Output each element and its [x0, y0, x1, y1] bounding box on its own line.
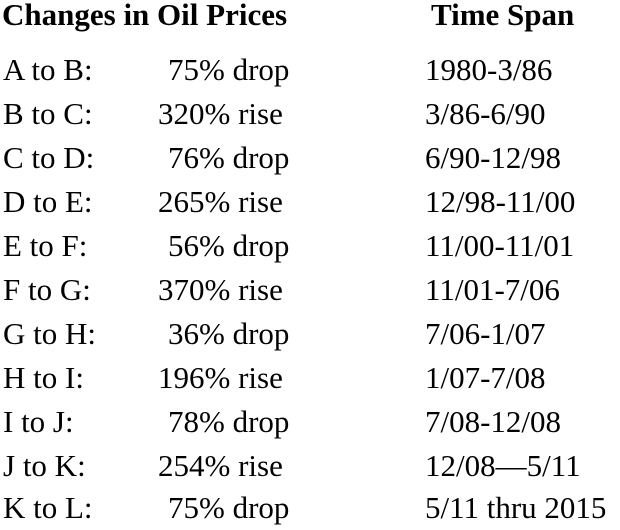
- price-change: 265% rise: [158, 184, 283, 219]
- time-span: 1980-3/86: [425, 52, 553, 87]
- segment-label: C to D:: [3, 140, 95, 175]
- segment-label: J to K:: [3, 448, 86, 483]
- price-change: 36% drop: [168, 316, 290, 351]
- time-span: 12/08—5/11: [425, 448, 581, 483]
- time-span: 11/01-7/06: [425, 272, 560, 307]
- segment-label: E to F:: [3, 228, 88, 263]
- segment-label: F to G:: [3, 272, 91, 307]
- table-row: G to H: 36% drop 7/06-1/07: [0, 312, 620, 356]
- segment-label: K to L:: [3, 490, 93, 525]
- header-time-span: Time Span: [431, 0, 575, 32]
- table-row: K to L: 75% drop 5/11 thru 2015: [0, 486, 620, 530]
- time-span: 5/11 thru 2015: [425, 490, 607, 525]
- segment-label: G to H:: [3, 316, 96, 351]
- table-row: H to I: 196% rise 1/07-7/08: [0, 356, 620, 400]
- segment-label: D to E:: [3, 184, 93, 219]
- time-span: 7/08-12/08: [425, 404, 562, 439]
- table-row: J to K: 254% rise 12/08—5/11: [0, 444, 620, 488]
- table-row: E to F: 56% drop 11/00-11/01: [0, 224, 620, 268]
- header-changes-in-oil-prices: Changes in Oil Prices: [2, 0, 288, 32]
- price-change: 370% rise: [158, 272, 283, 307]
- time-span: 7/06-1/07: [425, 316, 546, 351]
- time-span: 12/98-11/00: [425, 184, 576, 219]
- time-span: 11/00-11/01: [425, 228, 575, 263]
- segment-label: B to C:: [3, 96, 93, 131]
- segment-label: I to J:: [3, 404, 74, 439]
- price-change: 76% drop: [168, 140, 290, 175]
- price-change: 78% drop: [168, 404, 290, 439]
- time-span: 6/90-12/98: [425, 140, 562, 175]
- table-row: F to G: 370% rise 11/01-7/06: [0, 268, 620, 312]
- price-change: 254% rise: [158, 448, 283, 483]
- segment-label: A to B:: [3, 52, 93, 87]
- time-span: 3/86-6/90: [425, 96, 546, 131]
- table-row: A to B: 75% drop 1980-3/86: [0, 48, 620, 92]
- price-change: 56% drop: [168, 228, 290, 263]
- price-change: 75% drop: [168, 52, 290, 87]
- time-span: 1/07-7/08: [425, 360, 546, 395]
- table-row: B to C: 320% rise 3/86-6/90: [0, 92, 620, 136]
- table-row: C to D: 76% drop 6/90-12/98: [0, 136, 620, 180]
- segment-label: H to I:: [3, 360, 84, 395]
- table-row: D to E: 265% rise 12/98-11/00: [0, 180, 620, 224]
- table-row: I to J: 78% drop 7/08-12/08: [0, 400, 620, 444]
- price-change: 75% drop: [168, 490, 290, 525]
- price-change: 320% rise: [158, 96, 283, 131]
- price-change: 196% rise: [158, 360, 283, 395]
